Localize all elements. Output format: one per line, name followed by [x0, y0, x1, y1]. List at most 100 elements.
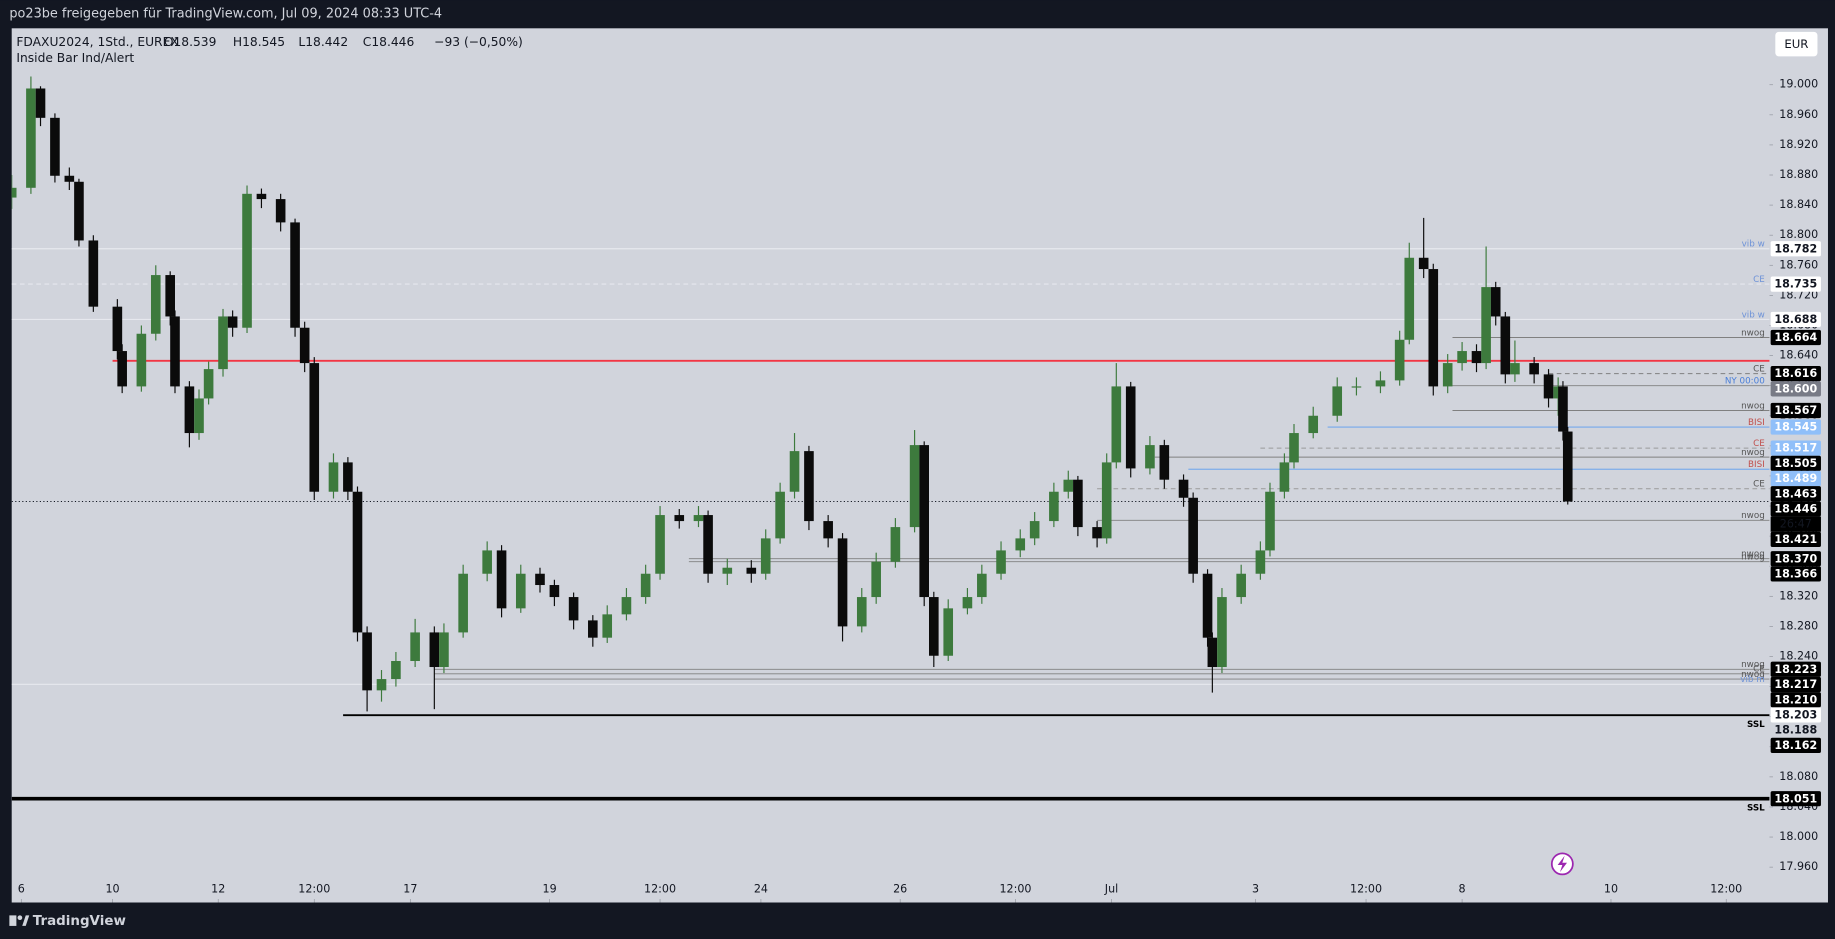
- price-tag-label: 18.203: [1774, 709, 1817, 722]
- candle-body: [760, 538, 771, 574]
- candle-body: [1111, 386, 1122, 463]
- currency-label[interactable]: EUR: [1784, 37, 1808, 51]
- candle-body: [823, 521, 833, 539]
- level-label: CE: [1753, 480, 1765, 490]
- candle-body: [362, 632, 372, 691]
- y-tick-label: 18.000: [1779, 830, 1818, 843]
- x-tick-label: 12:00: [644, 883, 676, 896]
- candle-body: [1029, 521, 1040, 539]
- level-label: SSL: [1747, 804, 1765, 814]
- price-tag: [1770, 402, 1821, 419]
- price-tag-label: 18.782: [1774, 242, 1817, 255]
- y-tick-label: 18.640: [1779, 349, 1818, 362]
- candle-body: [112, 306, 123, 352]
- price-tag: [1770, 791, 1821, 807]
- candle-body: [909, 445, 920, 528]
- candle-body: [496, 550, 507, 609]
- candle-body: [136, 333, 147, 387]
- candle-body: [1428, 269, 1439, 387]
- candle-body: [1471, 351, 1482, 364]
- price-tag: [1770, 366, 1821, 382]
- candle-body: [1145, 445, 1155, 469]
- candle-body: [1490, 287, 1501, 317]
- share-note: po23be freigegeben für TradingView.com, …: [9, 7, 442, 22]
- candle-body: [1101, 462, 1112, 539]
- candle-body: [1500, 316, 1511, 375]
- level-label: CE: [1753, 364, 1765, 374]
- price-tag: [1770, 676, 1821, 693]
- candle-body: [1394, 339, 1405, 381]
- price-tag: [1770, 329, 1821, 346]
- candle-body: [621, 597, 632, 615]
- level-label: vib w: [1742, 240, 1765, 250]
- level-label: vib m: [1740, 675, 1765, 685]
- candle-body: [299, 327, 310, 364]
- level-label: nwog: [1741, 448, 1765, 458]
- level-label: SSL: [1747, 720, 1765, 730]
- candle-body: [11, 187, 17, 198]
- footer-logo: [9, 915, 30, 926]
- candle-body: [1510, 363, 1520, 375]
- y-tick-label: 18.280: [1779, 619, 1818, 632]
- currency-button[interactable]: EUR: [1775, 31, 1818, 57]
- candle-body: [439, 632, 449, 668]
- y-tick-label: 18.960: [1779, 108, 1818, 121]
- level-label: nwog: [1741, 550, 1765, 560]
- candle-body: [275, 199, 286, 223]
- candle-body: [26, 88, 36, 188]
- price-tag-label: 18.463: [1774, 487, 1817, 500]
- ohlc-change: −93 (−0,50%): [434, 35, 523, 49]
- candle-body: [837, 538, 848, 627]
- currency-button-bg[interactable]: [1775, 31, 1818, 57]
- price-tag-label: 18.517: [1774, 442, 1817, 455]
- candle-body: [227, 316, 238, 328]
- level-label: nwog: [1741, 328, 1765, 338]
- candle-body: [343, 462, 353, 492]
- y-tick-label: 18.760: [1779, 258, 1818, 271]
- level-label: NY 00:00: [1725, 376, 1765, 386]
- symbol-title: FDAXU2024, 1Std., EUREX: [16, 35, 179, 49]
- candle-body: [35, 88, 46, 118]
- price-tag-label: 18.616: [1774, 367, 1817, 380]
- price-tag: [1770, 501, 1821, 517]
- candle-body: [429, 632, 440, 668]
- candle-body: [184, 386, 195, 434]
- candle-body: [1529, 363, 1539, 375]
- candle-body: [996, 550, 1006, 574]
- candle-body: [1092, 527, 1102, 539]
- candle-body: [929, 597, 939, 656]
- candle-body: [674, 515, 685, 522]
- candle-body: [962, 597, 973, 609]
- countdown: 26:47: [1780, 518, 1812, 531]
- candle-body: [1457, 351, 1467, 364]
- y-tick-label: 18.800: [1779, 228, 1818, 241]
- y-tick-label: 18.240: [1779, 649, 1818, 662]
- candle-body: [549, 585, 560, 598]
- price-tag: [1770, 276, 1821, 292]
- candle-body: [1063, 479, 1074, 492]
- candle-body: [1375, 380, 1386, 387]
- candle-body: [1308, 415, 1319, 434]
- y-tick-label: 18.880: [1779, 168, 1818, 181]
- price-tag-label: 18.223: [1774, 663, 1817, 676]
- candle-body: [722, 567, 733, 574]
- candle-body: [170, 316, 180, 387]
- x-tick-label: 26: [893, 883, 907, 896]
- candle-body: [871, 561, 881, 598]
- countdown-bg: [1770, 516, 1821, 532]
- price-tag: [1770, 241, 1821, 257]
- candle-body: [640, 573, 651, 598]
- candle-body: [1332, 386, 1343, 416]
- candle-body: [1279, 462, 1290, 492]
- candle-body: [352, 491, 363, 633]
- alert-icon[interactable]: [1550, 852, 1574, 876]
- price-tag: [1770, 486, 1821, 502]
- price-tag-label: 18.051: [1774, 792, 1817, 805]
- level-label: nwog: [1741, 511, 1765, 521]
- candle-body: [655, 515, 665, 574]
- candle-body: [1049, 491, 1059, 522]
- price-tag: [1770, 566, 1821, 582]
- price-tag: [1770, 455, 1821, 471]
- x-tick-label: 3: [1252, 883, 1259, 896]
- x-tick-label: 19: [543, 883, 557, 896]
